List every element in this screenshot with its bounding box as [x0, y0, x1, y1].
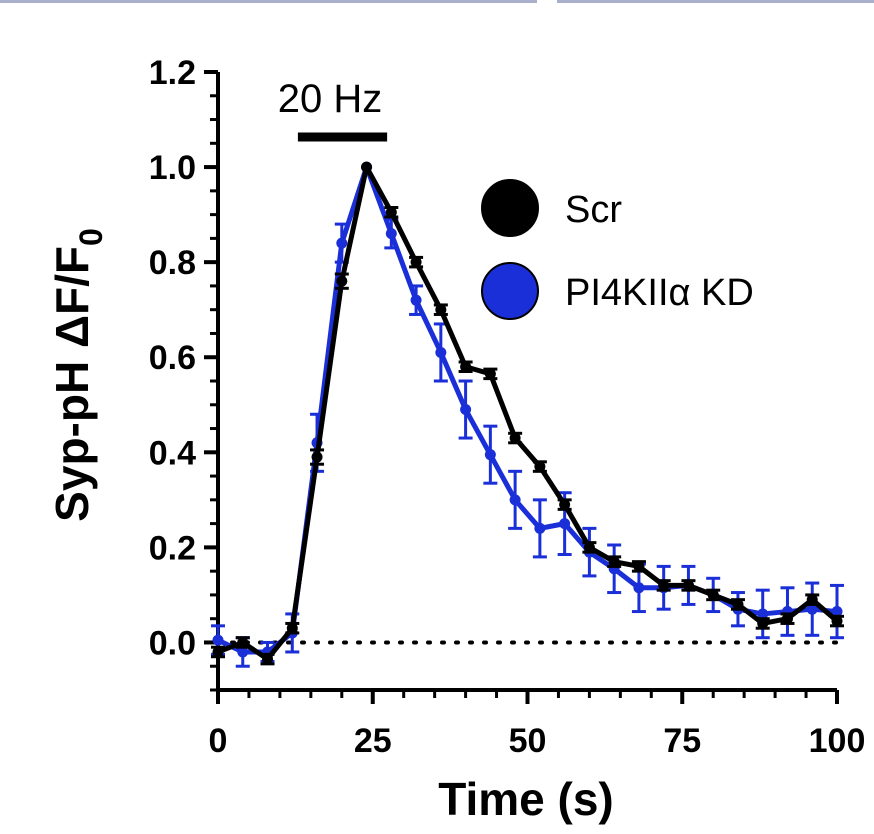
data-point: [658, 579, 670, 591]
data-point: [460, 404, 472, 416]
y-tick-label: 0.2: [149, 529, 196, 567]
data-point: [534, 522, 546, 534]
data-point: [237, 646, 249, 658]
legend-label-kd: PI4KIIα KD: [565, 272, 754, 314]
y-axis-title: Syp-pH ΔF/F0: [46, 228, 109, 522]
data-point: [336, 237, 348, 249]
data-point: [410, 256, 422, 268]
y-axis-title-group: Syp-pH ΔF/F0: [46, 228, 109, 522]
data-point: [336, 275, 348, 287]
data-point: [757, 617, 769, 629]
data-point: [385, 206, 397, 218]
data-point: [237, 636, 249, 648]
data-point: [781, 613, 793, 625]
data-point: [583, 541, 595, 553]
stimulus-label: 20 Hz: [278, 77, 383, 121]
data-point: [559, 499, 571, 511]
x-axis-title: Time (s): [438, 773, 614, 825]
series-line: [216, 164, 838, 655]
data-point: [435, 304, 447, 316]
legend: Scr PI4KIIα KD: [481, 179, 754, 320]
data-point: [633, 560, 645, 572]
series-scr: [211, 161, 844, 666]
x-tick-label: 75: [663, 722, 701, 760]
data-point: [435, 346, 447, 358]
data-point: [410, 294, 422, 306]
data-point: [608, 556, 620, 568]
legend-marker-kd: [481, 262, 539, 320]
data-point: [757, 608, 769, 620]
data-point: [286, 622, 298, 634]
data-point: [311, 451, 323, 463]
data-point: [509, 432, 521, 444]
x-tick-label: 0: [209, 722, 228, 760]
y-tick-label: 0.8: [149, 244, 196, 282]
x-tick-label: 50: [509, 722, 547, 760]
top-strip-left: [0, 0, 537, 3]
series-kd: [211, 161, 844, 668]
data-point: [385, 228, 397, 240]
y-tick-label: 0.6: [149, 339, 196, 377]
data-point: [484, 368, 496, 380]
data-point: [732, 598, 744, 610]
data-point: [831, 615, 843, 627]
data-point: [806, 594, 818, 606]
data-point: [262, 653, 274, 665]
data-point: [633, 582, 645, 594]
data-point: [682, 579, 694, 591]
y-axis-title-main: Syp-pH ΔF/F: [46, 246, 98, 522]
top-strip-right: [557, 0, 874, 3]
data-point: [534, 461, 546, 473]
data-point: [460, 361, 472, 373]
data-point: [559, 518, 571, 530]
y-axis-title-subscript: 0: [73, 228, 109, 246]
data-point: [212, 634, 224, 646]
data-point: [509, 494, 521, 506]
data-point: [806, 603, 818, 615]
data-point: [831, 606, 843, 618]
y-tick-label: 0.4: [149, 434, 196, 472]
data-point: [484, 449, 496, 461]
y-tick-label: 1.0: [149, 149, 196, 187]
legend-marker-scr: [481, 179, 539, 237]
y-tick-label: 0.0: [149, 624, 196, 662]
x-tick-label: 100: [809, 722, 866, 760]
data-point: [212, 646, 224, 658]
data-point: [707, 589, 719, 601]
x-tick-label: 25: [354, 722, 392, 760]
plot-area: 0.0 0.2 0.4 0.6 0.8 1.0 1.2 0 25 50 75 100: [149, 54, 866, 760]
data-point: [361, 161, 373, 173]
y-tick-label: 1.2: [149, 54, 196, 92]
legend-label-scr: Scr: [565, 189, 622, 231]
